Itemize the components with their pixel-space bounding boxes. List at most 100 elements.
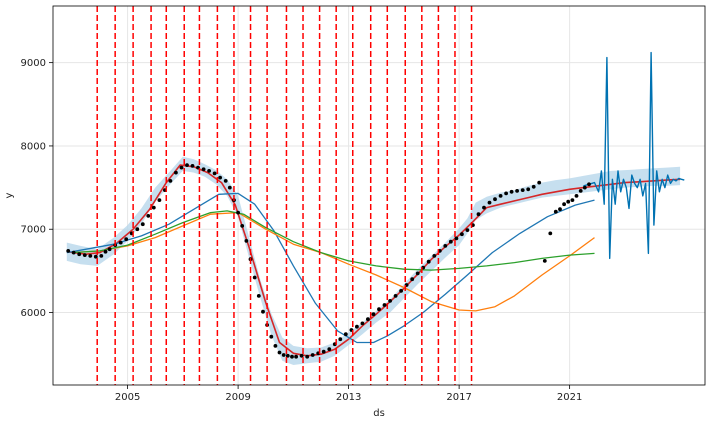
- observed-point: [542, 259, 547, 263]
- observed-point: [526, 187, 531, 192]
- observed-point: [327, 347, 332, 352]
- observed-point: [388, 299, 392, 303]
- observed-point: [509, 189, 514, 194]
- observed-point: [207, 169, 212, 173]
- observed-point: [393, 294, 398, 298]
- observed-point: [553, 209, 558, 214]
- observed-point: [71, 250, 76, 255]
- observed-point: [566, 199, 571, 204]
- observed-point: [290, 354, 294, 359]
- observed-point: [157, 198, 162, 203]
- y-axis-ticks: 6000 7000 8000 9000: [21, 58, 53, 319]
- observed-point: [343, 332, 348, 337]
- observed-point: [190, 164, 195, 168]
- observed-point: [151, 205, 156, 210]
- observed-point: [261, 309, 265, 314]
- observed-point: [537, 180, 542, 185]
- observed-point: [504, 191, 508, 196]
- x-axis-label: ds: [373, 408, 385, 419]
- component-line-orange: [72, 211, 595, 312]
- y-axis-label: y: [4, 192, 15, 198]
- component-line-green: [72, 210, 595, 271]
- observed-point: [201, 167, 206, 172]
- observed-point: [587, 182, 591, 187]
- observed-point: [146, 214, 151, 218]
- observed-point: [415, 271, 420, 276]
- y-tick-label: 6000: [21, 308, 46, 319]
- observed-point: [240, 224, 245, 228]
- observed-point: [77, 252, 82, 257]
- observed-point: [426, 259, 431, 264]
- observed-point: [179, 165, 184, 170]
- observed-point: [140, 222, 145, 227]
- observed-point: [487, 200, 492, 205]
- observed-point: [531, 184, 536, 189]
- x-tick-label: 2021: [557, 392, 582, 403]
- observed-point: [443, 244, 448, 248]
- observed-point: [236, 210, 241, 215]
- observed-point: [377, 307, 381, 312]
- observed-point: [562, 202, 566, 207]
- x-tick-label: 2013: [336, 392, 361, 403]
- y-tick-label: 9000: [21, 58, 46, 69]
- observed-point: [454, 236, 459, 241]
- changepoint-lines: [96, 6, 473, 385]
- observed-point: [493, 197, 497, 202]
- observed-point: [476, 212, 481, 217]
- observed-point: [448, 239, 453, 244]
- observed-point: [460, 232, 464, 237]
- observed-point: [124, 237, 129, 242]
- observed-point: [582, 185, 587, 190]
- trend-line: [66, 164, 681, 357]
- observed-point: [355, 324, 359, 329]
- observed-point: [135, 227, 140, 232]
- series-lines: [66, 51, 685, 357]
- observed-point: [223, 179, 228, 183]
- observed-point: [570, 198, 575, 203]
- uncertainty-band: [66, 156, 681, 365]
- y-tick-label: 7000: [21, 225, 46, 236]
- uncertainty-area: [66, 156, 681, 365]
- observed-point: [103, 249, 108, 254]
- observed-point: [218, 175, 223, 180]
- y-tick-label: 8000: [21, 141, 46, 152]
- observed-point: [88, 254, 93, 258]
- observed-point: [548, 231, 553, 236]
- observed-point: [118, 240, 123, 245]
- observed-point: [465, 228, 470, 233]
- observed-point: [399, 289, 403, 293]
- observed-point: [212, 171, 217, 176]
- observed-point: [185, 163, 189, 168]
- observed-point: [305, 354, 310, 359]
- observed-point: [558, 207, 562, 212]
- observed-point: [269, 334, 274, 339]
- observed-point: [382, 303, 387, 307]
- observed-point: [578, 189, 583, 193]
- observed-point: [574, 194, 579, 198]
- observed-point: [227, 185, 232, 190]
- observed-point: [360, 321, 365, 326]
- observed-point: [107, 247, 112, 252]
- component-line-blue: [66, 192, 595, 344]
- x-tick-label: 2005: [115, 392, 140, 403]
- x-tick-label: 2017: [446, 392, 471, 403]
- observed-point: [520, 188, 525, 193]
- observed-point: [321, 349, 326, 354]
- observed-point: [277, 350, 282, 355]
- observed-point: [432, 254, 437, 258]
- plot-frame: [52, 5, 706, 386]
- observed-point: [310, 353, 315, 357]
- x-axis-ticks: 2005 2009 2013 2017 2021: [115, 385, 582, 403]
- observed-point: [82, 253, 87, 257]
- observed-point: [515, 189, 519, 193]
- observed-point: [299, 353, 304, 358]
- observed-point: [273, 344, 278, 348]
- observed-point: [338, 337, 343, 342]
- observed-point: [482, 205, 486, 210]
- x-tick-label: 2009: [225, 392, 250, 403]
- observed-point: [498, 194, 503, 198]
- observed-points: [66, 163, 591, 359]
- observed-point: [168, 179, 173, 183]
- observed-point: [99, 254, 104, 258]
